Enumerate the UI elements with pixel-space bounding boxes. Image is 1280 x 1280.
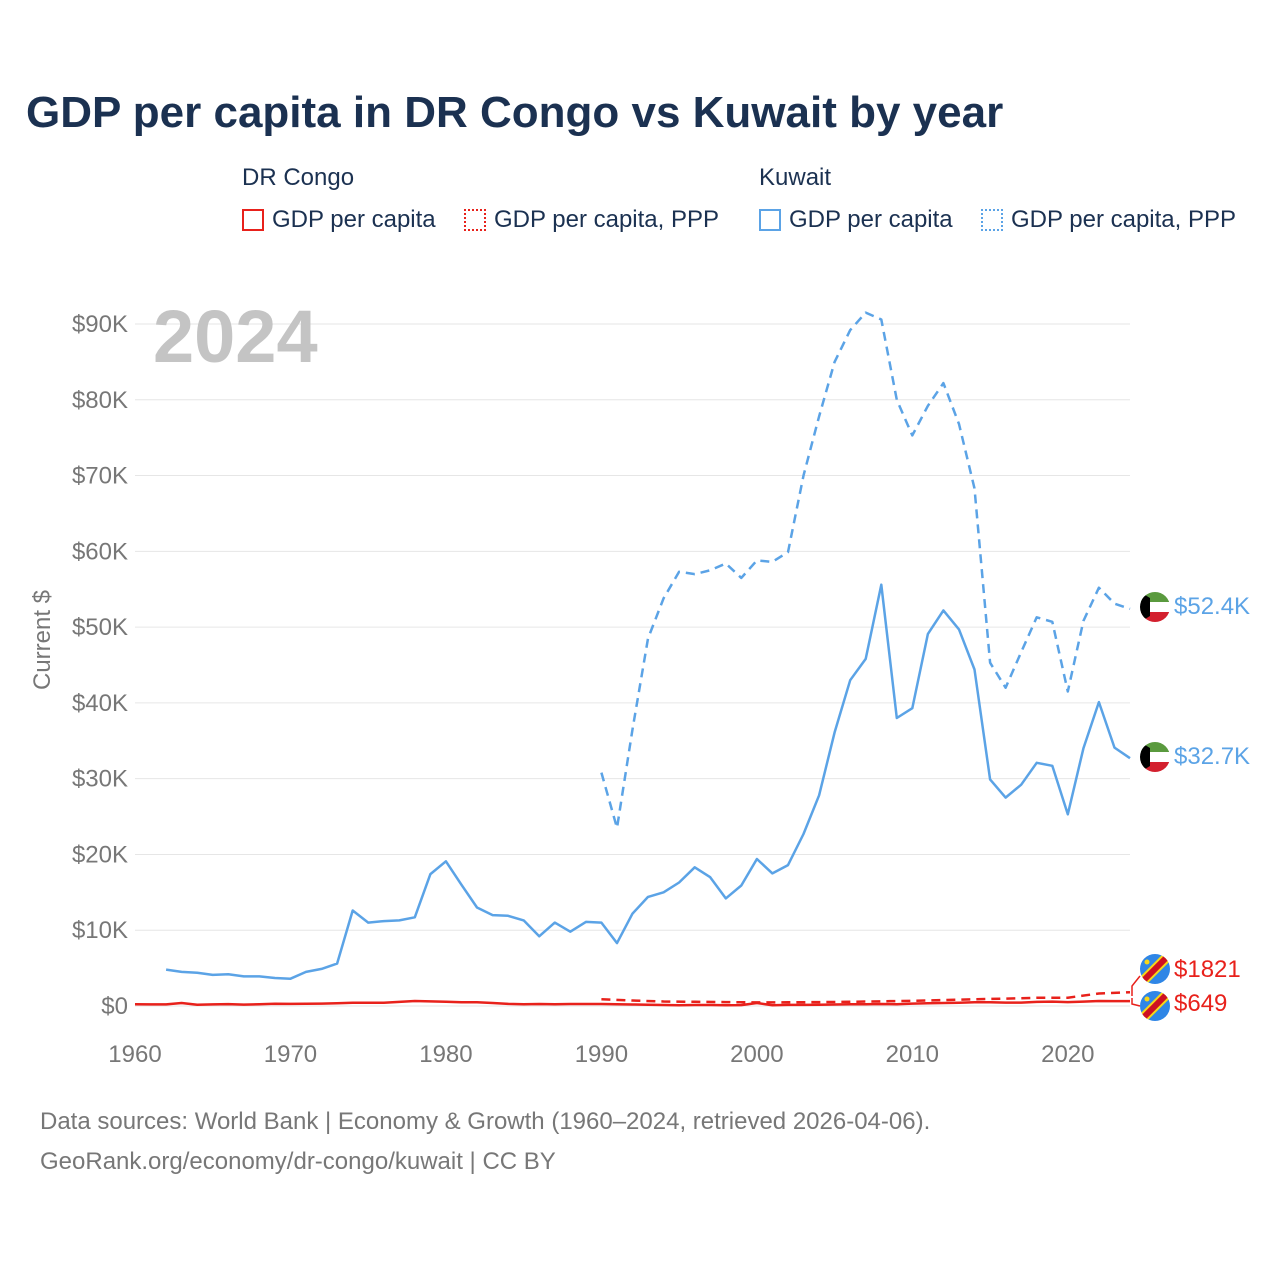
y-tick-label: $80K [72,387,128,414]
x-tick-label: 1970 [264,1041,317,1068]
end-label-kuwait-gdp: $32.7K [1174,743,1250,770]
y-tick-label: $0 [101,993,128,1020]
y-axis-label: Current $ [29,590,56,690]
y-tick-label: $20K [72,841,128,868]
x-tick-label: 1990 [575,1041,628,1068]
y-tick-label: $90K [72,311,128,338]
series-line-dr-congo-gdp-per-capita-ppp [601,990,1131,1004]
series-line-dr-congo-gdp-per-capita [134,999,1130,1007]
y-tick-label: $40K [72,690,128,717]
leader-line-gdp [1131,998,1141,1007]
y-tick-label: $30K [72,766,128,793]
legend-label: GDP per capita, PPP [1011,206,1236,233]
y-tick-label: $50K [72,614,128,641]
footer-credit: GeoRank.org/economy/dr-congo/kuwait | CC… [40,1148,556,1175]
legend-label: GDP per capita [789,206,953,233]
legend-label: GDP per capita [272,206,436,233]
legend-swatch-solid-blue [759,209,781,231]
x-tick-label: 2000 [730,1041,783,1068]
legend-item-kuwait-gdp-ppp[interactable]: GDP per capita, PPP [981,206,1236,234]
y-tick-label: $60K [72,538,128,565]
legend-group-dr-congo: DR Congo [242,164,355,191]
legend-item-dr-congo-gdp-ppp[interactable]: GDP per capita, PPP [464,206,719,234]
series-line-kuwait-gdp-per-capita-ppp [600,311,1131,830]
kuwait-flag-icon [1140,592,1170,622]
leader-line-ppp [1131,975,1141,996]
x-tick-label: 1960 [108,1041,161,1068]
dr-congo-flag-icon [1140,954,1170,984]
legend-item-kuwait-gdp[interactable]: GDP per capita [759,206,953,234]
chart-title: GDP per capita in DR Congo vs Kuwait by … [26,88,1004,137]
year-watermark: 2024 [153,295,318,378]
end-label-kuwait-ppp: $52.4K [1174,593,1250,620]
legend-swatch-dotted-red [464,209,486,231]
x-tick-label: 2020 [1041,1041,1094,1068]
x-tick-label: 1980 [419,1041,472,1068]
footer-sources: Data sources: World Bank | Economy & Gro… [40,1108,931,1135]
legend-label: GDP per capita, PPP [494,206,719,233]
line-chart: $0 $10K $20K $30K $40K $50K $60K $70K $80K $90K 19… [29,295,1250,1068]
series-line-kuwait-gdp-per-capita [165,583,1131,980]
legend-group-kuwait: Kuwait [759,164,832,191]
y-tick-label: $10K [72,917,128,944]
legend-swatch-solid-red [242,209,264,231]
legend-item-dr-congo-gdp[interactable]: GDP per capita [242,206,436,234]
x-tick-label: 2010 [886,1041,939,1068]
kuwait-flag-icon [1140,742,1170,772]
y-tick-label: $70K [72,463,128,490]
legend-swatch-dotted-blue [981,209,1003,231]
end-label-dr-congo-ppp: $1821 [1174,956,1241,983]
end-label-dr-congo-gdp: $649 [1174,990,1227,1017]
dr-congo-flag-icon [1140,991,1170,1021]
